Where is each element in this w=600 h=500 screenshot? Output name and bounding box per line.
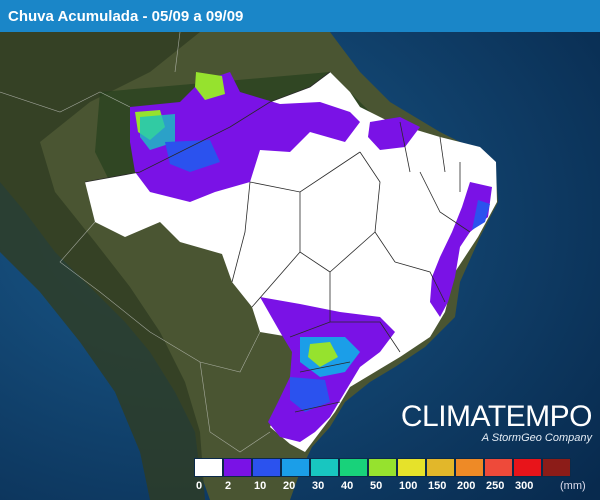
- rain-south-10mm: [290, 377, 330, 412]
- legend-tick-label: 150: [428, 480, 447, 492]
- map-title-bar: Chuva Acumulada - 05/09 a 09/09: [0, 0, 600, 32]
- rain-east-coast-10mm: [472, 200, 490, 230]
- legend-swatch: [368, 458, 397, 477]
- map-title: Chuva Acumulada - 05/09 a 09/09: [8, 7, 244, 25]
- legend-tick-label: 200: [457, 480, 476, 492]
- legend-tick-label: 20: [283, 480, 296, 492]
- brand-tagline: A StormGeo Company: [481, 432, 592, 444]
- rain-south-50mm: [308, 342, 338, 367]
- legend-swatch: [339, 458, 368, 477]
- legend-tick-label: 30: [312, 480, 325, 492]
- brand-logo: CLIMATEMPO: [400, 400, 593, 433]
- legend-swatch: [426, 458, 455, 477]
- legend-unit: (mm): [560, 480, 586, 492]
- legend-swatch: [397, 458, 426, 477]
- legend-swatch: [252, 458, 281, 477]
- legend-tick-label: 300: [515, 480, 534, 492]
- legend-swatch: [223, 458, 252, 477]
- rain-legend: (mm) 0 2 10 20 30 40 50 100 150 200 250 300: [194, 458, 594, 498]
- brand-block: CLIMATEMPO A StormGeo Company: [400, 400, 593, 444]
- legend-swatch: [513, 458, 542, 477]
- legend-tick-label: 100: [399, 480, 418, 492]
- legend-tick-label: 50: [370, 480, 383, 492]
- legend-ticks: (mm) 0 2 10 20 30 40 50 100 150 200 250 300: [194, 477, 594, 497]
- country-borders: [0, 32, 271, 453]
- legend-swatch: [194, 458, 223, 477]
- andes-shading: [0, 32, 205, 500]
- state-borders: [84, 71, 471, 413]
- legend-swatches: [194, 458, 594, 477]
- legend-tick-label: 2: [225, 480, 232, 492]
- rain-northeast-2mm: [368, 117, 420, 150]
- legend-swatch: [455, 458, 484, 477]
- legend-tick-label: 0: [196, 480, 203, 492]
- rain-north-10mm: [165, 140, 220, 172]
- legend-swatch: [484, 458, 513, 477]
- rain-north-30mm: [140, 114, 175, 150]
- legend-tick-label: 250: [486, 480, 505, 492]
- legend-swatch: [281, 458, 310, 477]
- rain-map: [0, 32, 600, 500]
- legend-swatch: [310, 458, 339, 477]
- legend-tick-label: 40: [341, 480, 354, 492]
- legend-swatch: [542, 458, 571, 477]
- rain-north-50mm-b: [195, 72, 225, 100]
- legend-tick-label: 10: [254, 480, 267, 492]
